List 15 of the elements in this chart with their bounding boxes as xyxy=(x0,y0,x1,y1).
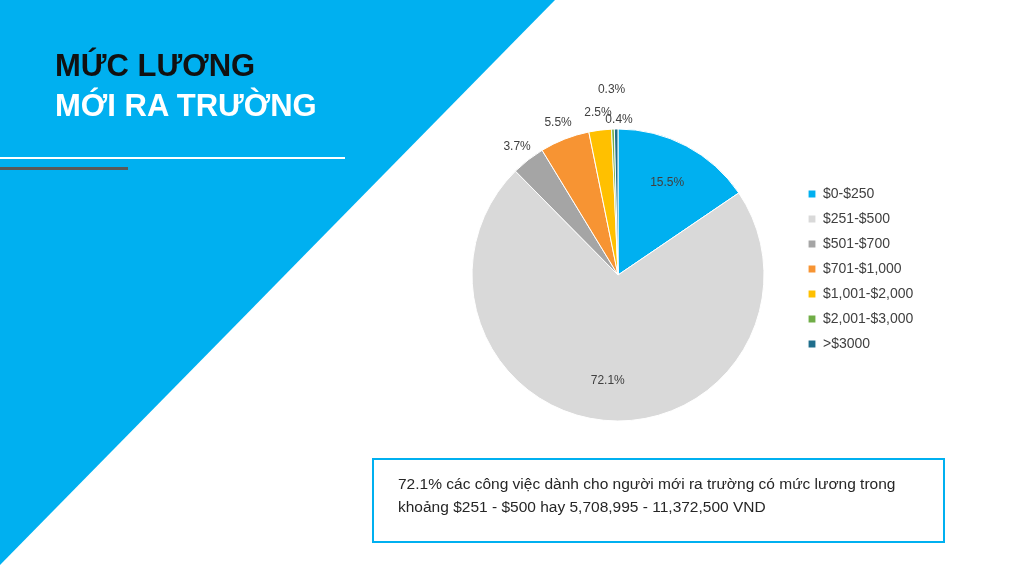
legend-label: $2,001-$3,000 xyxy=(823,310,914,326)
text: 72.1% các công việc dành cho người mới ra trường có mức lương trong khoảng $251 - $500 hay 5,708,995 - 11,372,500 VND xyxy=(372,458,945,543)
legend-label: $1,001-$2,000 xyxy=(823,285,914,301)
data-label: 3.7% xyxy=(503,138,532,153)
legend-label: $251-$500 xyxy=(823,210,891,226)
legend-label: $501-$700 xyxy=(823,235,891,251)
text: MỚI RA TRƯỜNG xyxy=(55,86,317,125)
legend-label: >$3000 xyxy=(823,335,871,351)
data-label: 0.3% xyxy=(597,82,626,97)
data-label: 5.5% xyxy=(544,115,573,130)
data-label: 15.5% xyxy=(650,175,685,190)
legend-label: $701-$1,000 xyxy=(823,260,902,276)
data-label: 72.1% xyxy=(590,372,626,387)
legend-label: $0-$250 xyxy=(823,185,875,201)
text: MỨC LƯƠNG xyxy=(55,46,256,85)
